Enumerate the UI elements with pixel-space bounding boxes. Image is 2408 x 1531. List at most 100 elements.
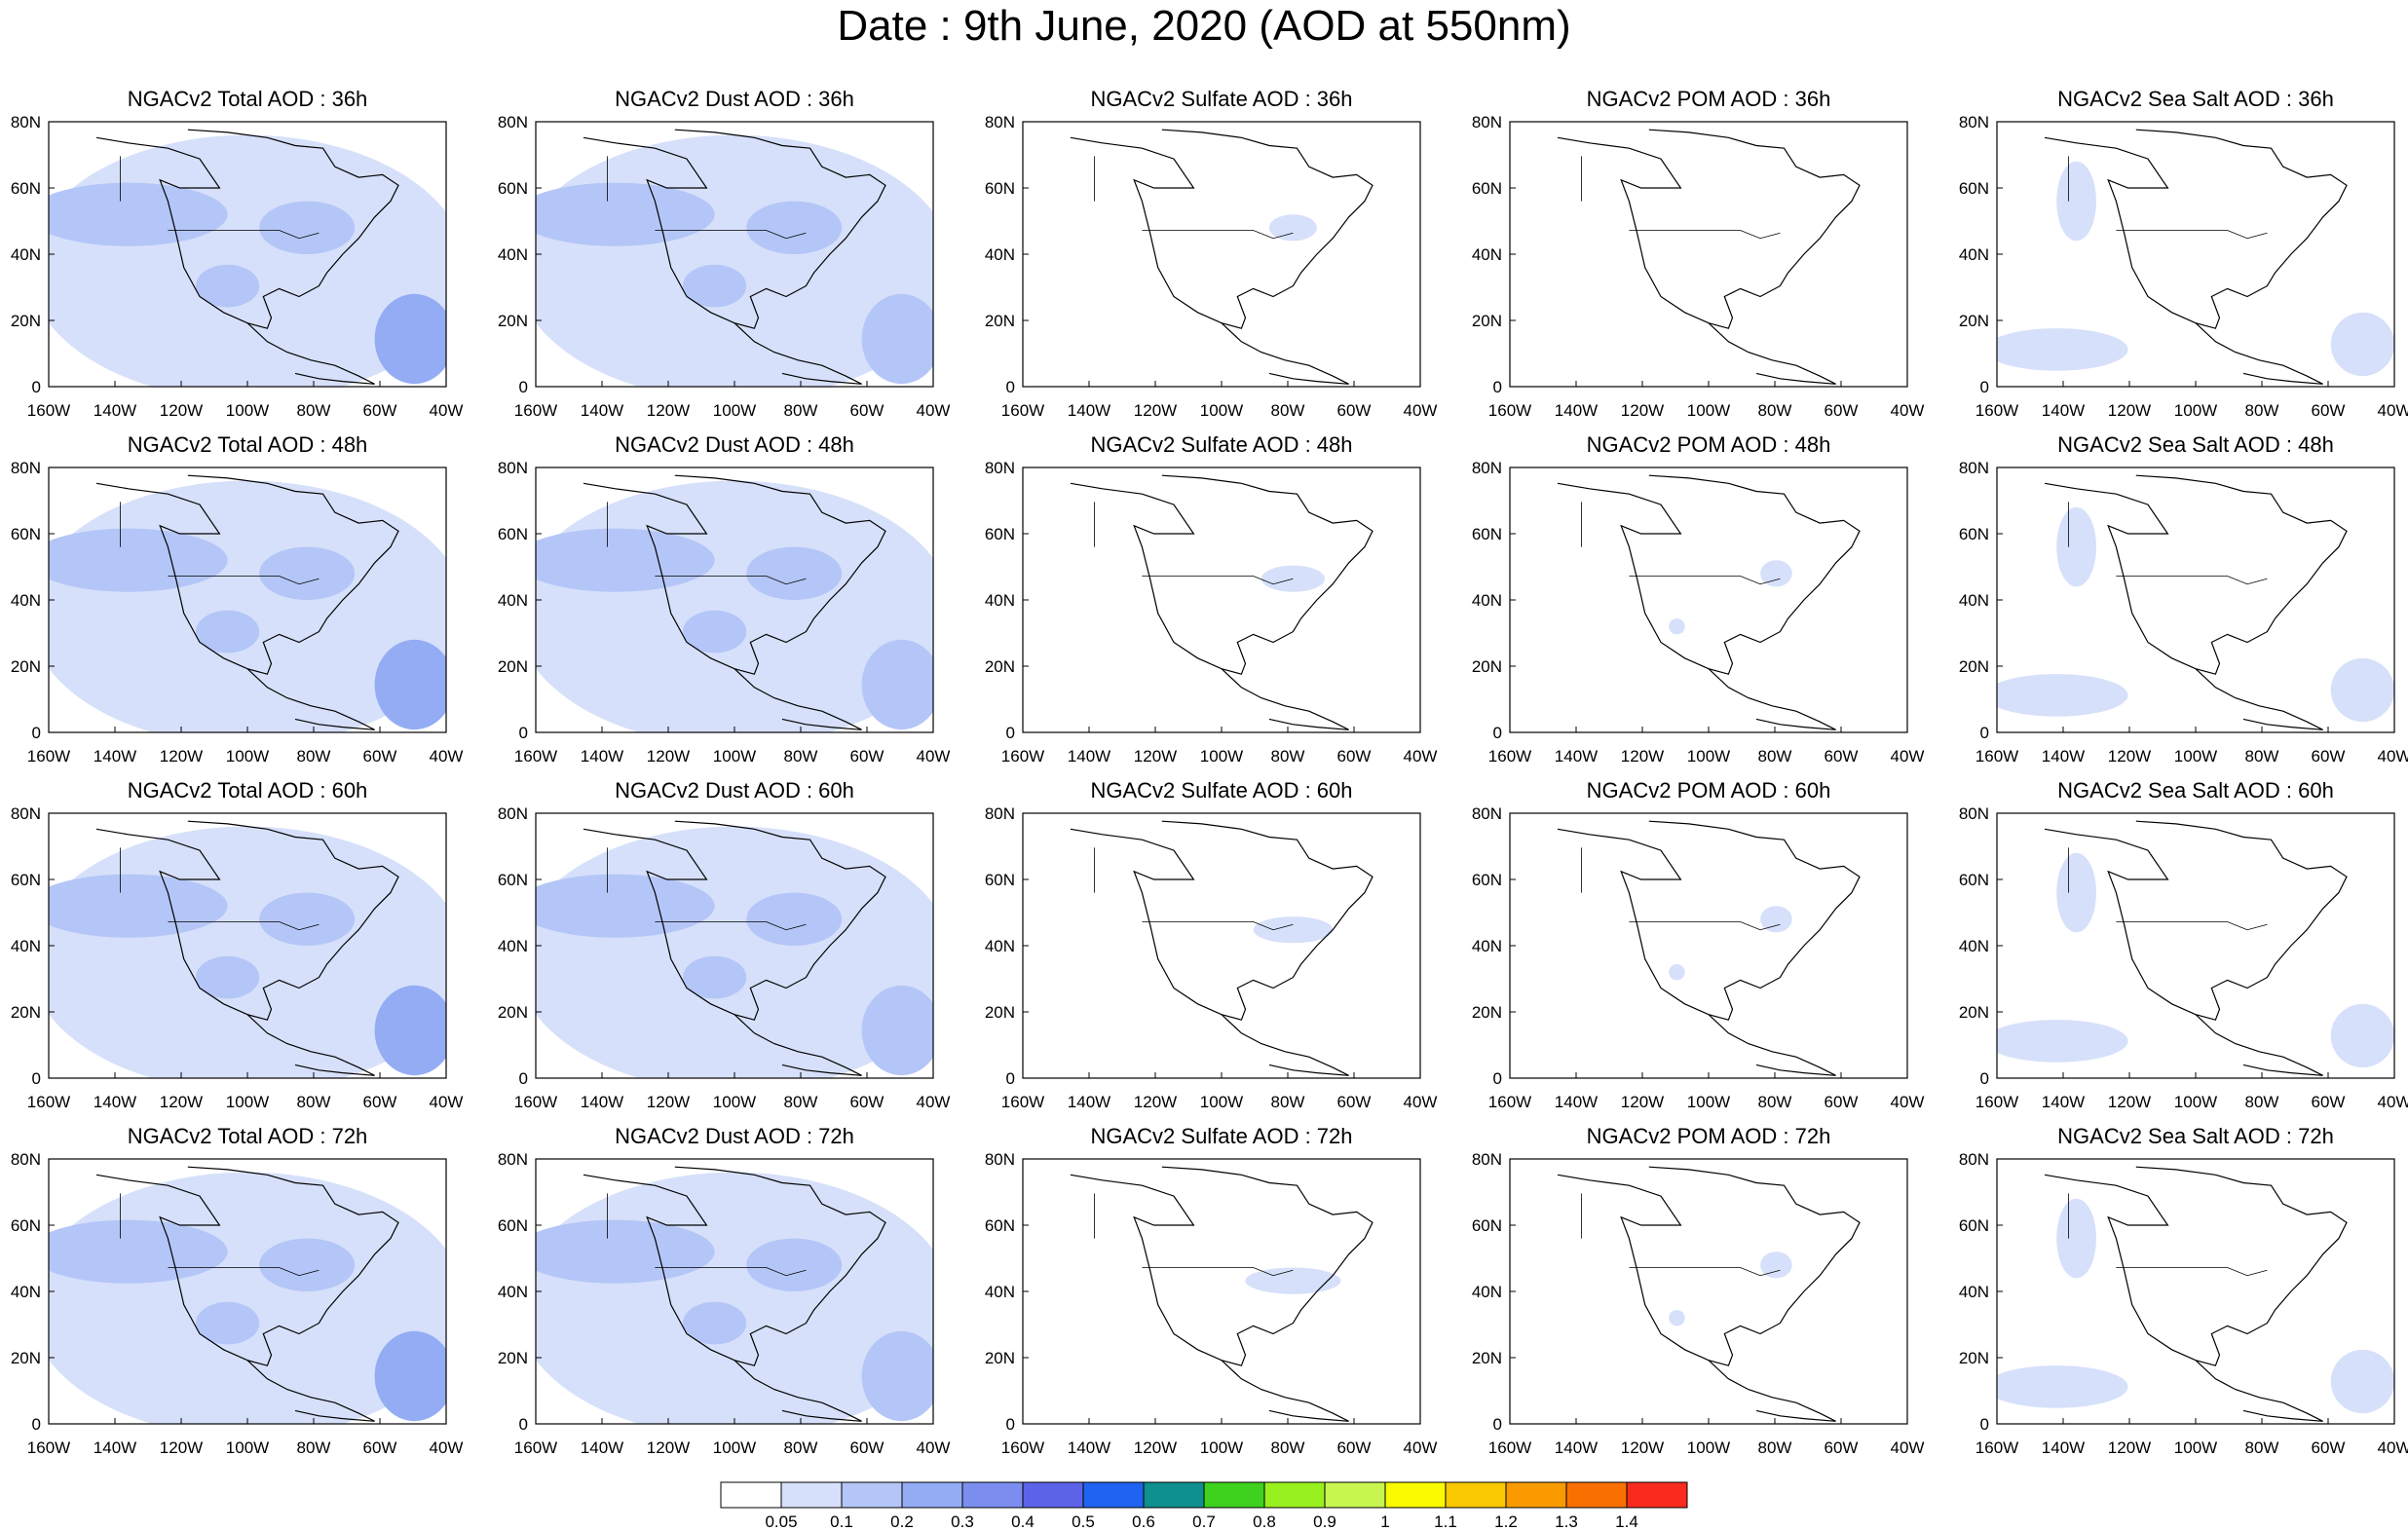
lon-tick-label: 40W bbox=[917, 1438, 951, 1457]
aod-region bbox=[1997, 328, 2128, 371]
lon-tick-label: 120W bbox=[2108, 1093, 2151, 1111]
coastline bbox=[246, 1360, 375, 1422]
colorbar-swatch bbox=[1143, 1481, 1205, 1509]
aod-region bbox=[374, 985, 446, 1076]
lat-tick-label: 20N bbox=[1472, 657, 1502, 676]
aod-region bbox=[861, 1330, 933, 1422]
map-plot: 160W 140W 120W 100W 80W 60W 40W 80N 60N 40N 20N 0 bbox=[985, 1150, 1438, 1457]
map-plot: 160W 140W 120W 100W 80W 60W 40W 80N 60N 40N 20N 0 bbox=[11, 1150, 464, 1457]
lon-tick-label: 120W bbox=[1134, 747, 1177, 766]
lat-tick-label: 40N bbox=[1959, 245, 1989, 264]
aod-region bbox=[536, 528, 715, 592]
lat-tick-label: 0 bbox=[1980, 1415, 1989, 1434]
lat-tick-label: 0 bbox=[1006, 378, 1015, 396]
lon-tick-label: 40W bbox=[430, 747, 464, 766]
lon-tick-label: 80W bbox=[297, 1093, 331, 1111]
aod-shading bbox=[1997, 852, 2394, 1068]
lon-tick-label: 80W bbox=[1758, 1438, 1792, 1457]
lon-tick-label: 80W bbox=[1758, 1093, 1792, 1111]
lat-tick-label: 60N bbox=[1959, 179, 1989, 198]
map-plot: 160W 140W 120W 100W 80W 60W 40W 80N 60N 40N 20N 0 bbox=[498, 1150, 951, 1457]
lon-tick-label: 120W bbox=[2108, 401, 2151, 420]
lon-tick-label: 120W bbox=[647, 1438, 690, 1457]
lon-tick-label: 80W bbox=[1271, 1093, 1305, 1111]
lat-tick-label: 40N bbox=[1472, 591, 1502, 610]
colorbar-label: 1 bbox=[1380, 1512, 1389, 1531]
lat-tick-label: 60N bbox=[1959, 525, 1989, 543]
coastline bbox=[2195, 322, 2323, 385]
lat-tick-label: 20N bbox=[498, 1003, 528, 1022]
lon-tick-label: 100W bbox=[226, 1438, 269, 1457]
panel-title: NGACv2 Dust AOD : 48h bbox=[615, 432, 854, 457]
coastline bbox=[2044, 820, 2348, 1021]
coastline bbox=[734, 322, 862, 385]
colorbar-label: 1.3 bbox=[1555, 1512, 1578, 1531]
panel-title: NGACv2 Sea Salt AOD : 48h bbox=[2057, 432, 2334, 457]
lat-tick-label: 80N bbox=[1959, 804, 1989, 823]
lat-tick-label: 80N bbox=[1472, 804, 1502, 823]
lat-tick-label: 60N bbox=[985, 179, 1015, 198]
aod-region bbox=[49, 182, 228, 246]
lat-tick-label: 80N bbox=[498, 804, 528, 823]
aod-shading bbox=[49, 480, 446, 732]
aod-region bbox=[259, 546, 356, 600]
lon-tick-label: 80W bbox=[1758, 747, 1792, 766]
colorbar-swatch bbox=[1203, 1481, 1265, 1509]
lon-tick-label: 100W bbox=[1687, 747, 1730, 766]
country-border bbox=[2116, 1267, 2268, 1277]
lon-tick-label: 160W bbox=[1975, 1093, 2018, 1111]
lat-tick-label: 20N bbox=[1472, 1003, 1502, 1022]
map-panel: NGACv2 Dust AOD : 36h 160W 140W 120W 100W 80W… bbox=[498, 85, 992, 428]
colorbar-swatch bbox=[1505, 1481, 1567, 1509]
country-border bbox=[655, 576, 807, 585]
country-border bbox=[655, 921, 807, 931]
coastline bbox=[1070, 474, 1373, 675]
lat-tick-label: 80N bbox=[498, 459, 528, 477]
panel-title: NGACv2 Sulfate AOD : 36h bbox=[1090, 87, 1353, 111]
lat-tick-label: 0 bbox=[1980, 724, 1989, 742]
lat-tick-label: 60N bbox=[1472, 871, 1502, 889]
lon-tick-label: 140W bbox=[94, 1093, 136, 1111]
colorbar-swatch bbox=[841, 1481, 903, 1509]
lat-tick-label: 40N bbox=[498, 937, 528, 955]
lat-tick-label: 0 bbox=[1980, 378, 1989, 396]
lat-tick-label: 0 bbox=[519, 724, 528, 742]
lon-tick-label: 100W bbox=[226, 401, 269, 420]
lat-tick-label: 40N bbox=[985, 245, 1015, 264]
lon-tick-label: 160W bbox=[1488, 1093, 1531, 1111]
lon-tick-label: 160W bbox=[1488, 401, 1531, 420]
lat-tick-label: 60N bbox=[1472, 179, 1502, 198]
lon-tick-label: 140W bbox=[1555, 401, 1598, 420]
lat-tick-label: 0 bbox=[1493, 724, 1502, 742]
lon-tick-label: 120W bbox=[160, 1438, 203, 1457]
lat-tick-label: 60N bbox=[1472, 1216, 1502, 1235]
lat-tick-label: 40N bbox=[985, 591, 1015, 610]
lon-tick-label: 80W bbox=[1271, 401, 1305, 420]
lon-tick-label: 80W bbox=[1271, 747, 1305, 766]
lat-tick-label: 40N bbox=[1472, 1283, 1502, 1301]
map-plot: 160W 140W 120W 100W 80W 60W 40W 80N 60N 40N 20N 0 bbox=[1472, 804, 1925, 1111]
aod-shading bbox=[49, 1172, 446, 1424]
lon-tick-label: 40W bbox=[917, 747, 951, 766]
country-border bbox=[168, 921, 320, 931]
lon-tick-label: 40W bbox=[430, 1093, 464, 1111]
lon-tick-label: 120W bbox=[647, 747, 690, 766]
aod-region bbox=[196, 1301, 260, 1345]
coastline bbox=[95, 820, 399, 1021]
lat-tick-label: 60N bbox=[985, 871, 1015, 889]
coastline bbox=[1557, 1166, 1861, 1366]
lon-tick-label: 100W bbox=[713, 1093, 756, 1111]
lat-tick-label: 80N bbox=[1959, 459, 1989, 477]
panel-title: NGACv2 Dust AOD : 60h bbox=[615, 778, 854, 803]
coastline bbox=[246, 322, 375, 385]
aod-region bbox=[1253, 916, 1334, 944]
lon-tick-label: 80W bbox=[784, 401, 818, 420]
coastline bbox=[246, 668, 375, 730]
lon-tick-label: 140W bbox=[1068, 747, 1110, 766]
country-border bbox=[1142, 921, 1294, 931]
coastline bbox=[2044, 474, 2348, 675]
panel-title: NGACv2 Sea Salt AOD : 36h bbox=[2057, 87, 2334, 111]
panel-title: NGACv2 Sea Salt AOD : 72h bbox=[2057, 1124, 2334, 1148]
map-frame bbox=[1022, 467, 1421, 733]
lat-tick-label: 0 bbox=[519, 1069, 528, 1088]
